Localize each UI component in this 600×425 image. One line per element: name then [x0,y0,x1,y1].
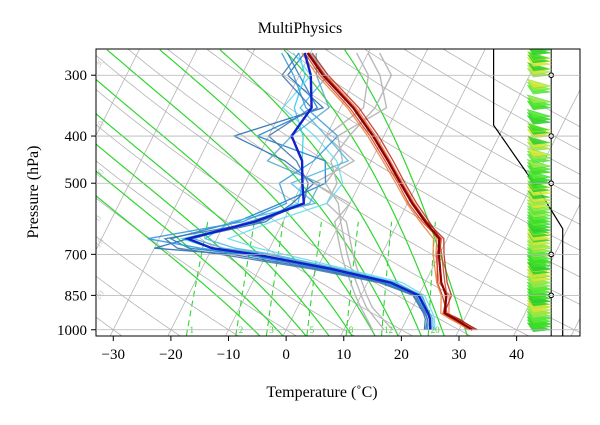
dry-adiabat-line [206,49,580,278]
moist-adiabat-line [96,170,284,336]
moist-adiabat-line [96,78,353,336]
y-tick-label: 1000 [57,323,87,339]
wind-barb [526,94,552,105]
x-tick-label: 0 [282,347,290,363]
isotherm-line [397,49,544,336]
dry-adiabat-line [96,275,181,336]
x-tick-label: −10 [217,347,240,363]
faint-isotherm-label: 30 [93,56,107,70]
y-tick-label: 300 [65,68,88,84]
mixing-ratio-line [265,221,284,336]
dry-adiabat-line [96,124,413,336]
mixing-ratio-line [381,221,393,336]
x-tick-label: −20 [159,347,182,363]
x-tick-label: 40 [509,347,524,363]
dry-adiabat-line [364,49,580,175]
wind-barb [530,49,552,53]
wind-barb [532,49,536,50]
chart-title: MultiPhysics [258,20,342,37]
dewpoint-mean-line [184,52,432,330]
dewpoint-member-line [168,52,428,330]
moist-adiabat-line [344,49,468,336]
isotherm-line [167,49,313,336]
x-tick-label: −30 [102,347,125,363]
moist-adiabat-line [96,113,330,336]
dry-adiabat-line [96,197,297,336]
moist-adiabat-line [96,143,307,336]
temperature-member-line [301,52,471,331]
faint-isotherm-labels: 30 20 10 0 10 20 [93,56,107,302]
dry-adiabat-line [167,49,580,305]
wind-barb [526,78,552,89]
dewpoint-member-line [163,52,429,330]
faint-isotherm-label: 0 [93,213,104,223]
mixing-ratio-line [306,221,322,336]
x-axis-title: Temperature (˚C) [266,384,377,401]
faint-isotherm-label: 20 [93,288,107,302]
y-tick-label: 700 [65,247,88,263]
moist-adiabat-line [106,49,376,336]
isotherm-line [570,317,580,336]
moist-adiabat-line [159,49,399,336]
dry-adiabat-line [96,89,471,336]
dry-adiabat-line [324,49,580,200]
isotherm-line [455,88,580,336]
plot-frame [95,48,581,337]
isotherm-line [282,49,429,336]
mean-profiles [184,52,473,331]
dry-adiabat-line [443,49,580,128]
x-axis: −30 −20 −10 0 10 20 30 40 [102,336,524,363]
wind-barbs [526,49,555,336]
y-axis-title: Pressure (hPa) [25,146,42,239]
faint-isotherm-label: 20 [93,118,107,132]
x-tick-label: 20 [394,347,409,363]
faint-isotherm-label: 10 [93,236,107,250]
x-tick-label: 10 [336,347,351,363]
isotherm-line [96,49,198,251]
dry-adiabat-line [96,235,239,336]
dewpoint-member-line [191,52,432,330]
faint-isotherm-label: 10 [93,167,107,181]
x-tick-label: 30 [452,347,467,363]
temperature-mean-line [306,52,473,331]
dry-adiabat-line [285,49,580,225]
mixing-ratio-line [345,221,359,336]
y-tick-label: 850 [65,288,88,304]
isotherm-line [0,49,24,336]
moist-adiabat-line [283,49,445,336]
y-tick-label: 400 [65,129,88,145]
y-axis: 300 400 500 700 850 1000 [57,68,580,339]
wind-barb [526,122,552,133]
wind-barb [526,108,552,119]
y-tick-label: 500 [65,176,88,192]
dry-adiabat-line [127,49,580,334]
dry-adiabat-line [96,54,529,336]
